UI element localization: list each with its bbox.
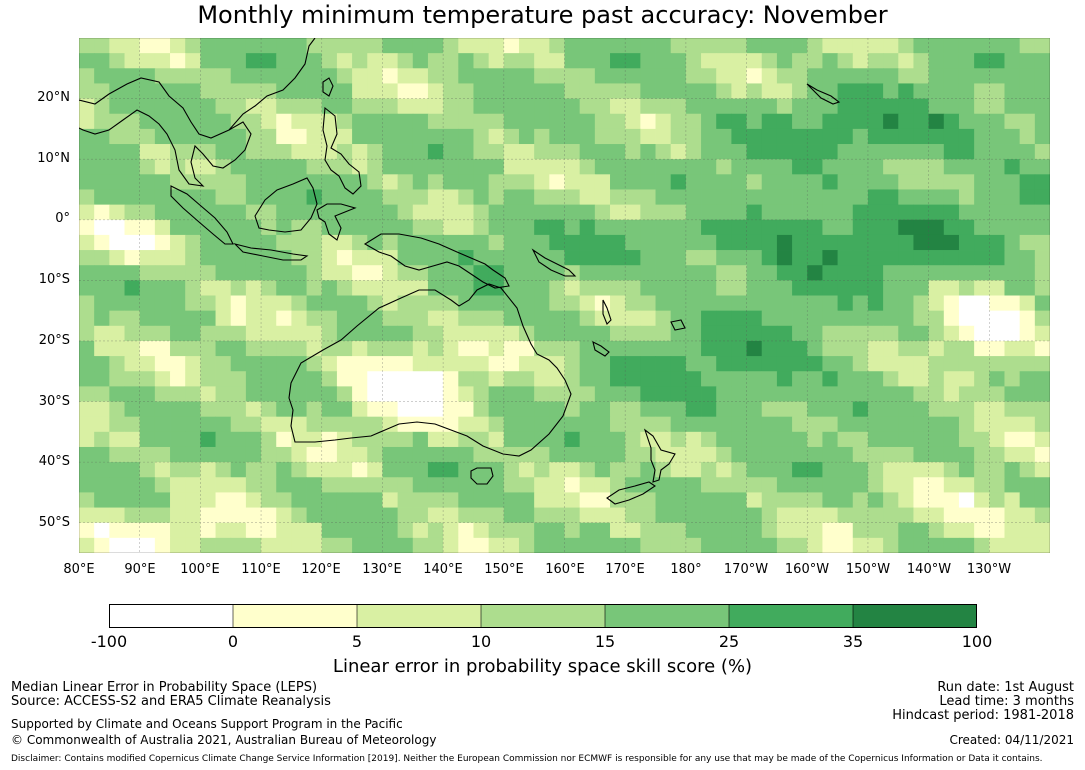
- colorbar: [109, 604, 977, 628]
- lat-tick-label: 10°N: [37, 151, 70, 166]
- lon-tick-label: 150°E: [484, 562, 524, 577]
- lon-tick-label: 130°E: [362, 562, 402, 577]
- mainland-southeast-asia-coastline: [79, 77, 252, 187]
- lat-tick-label: 50°S: [38, 515, 70, 530]
- lon-tick-label: 180°: [670, 562, 702, 577]
- lon-tick-label: 110°E: [241, 562, 281, 577]
- colorbar-bin: [109, 604, 234, 628]
- colorbar-bin: [852, 604, 977, 628]
- lat-tick-label: 20°N: [37, 90, 70, 105]
- sulawesi-coastline: [316, 203, 357, 241]
- lat-tick-label: 30°S: [38, 394, 70, 409]
- chart-title: Monthly minimum temperature past accurac…: [197, 1, 888, 29]
- colorbar-tick-label: 100: [961, 632, 993, 651]
- copyright-text: © Commonwealth of Australia 2021, Austra…: [11, 733, 437, 747]
- lon-tick-label: 170°W: [723, 562, 769, 577]
- lat-tick-label: 10°S: [38, 272, 70, 287]
- colorbar-tick-label: 25: [718, 632, 740, 651]
- solomon-islands-coastline: [531, 248, 577, 277]
- colorbar-bin: [604, 604, 730, 628]
- lon-tick-label: 140°W: [906, 562, 952, 577]
- borneo-coastline: [254, 177, 318, 233]
- skill-score-map: [79, 38, 1050, 553]
- lon-tick-label: 120°E: [301, 562, 341, 577]
- lon-tick-label: 170°E: [605, 562, 645, 577]
- china-coastline: [228, 38, 316, 131]
- colorbar-bin: [356, 604, 482, 628]
- new-guinea-coastline: [363, 233, 510, 289]
- lon-tick-label: 140°E: [423, 562, 463, 577]
- lon-tick-label: 80°E: [63, 562, 95, 577]
- lat-tick-label: 40°S: [38, 454, 70, 469]
- run-date-text: Run date: 1st August: [937, 680, 1074, 695]
- lon-tick-label: 150°W: [845, 562, 891, 577]
- colorbar-bin: [232, 604, 358, 628]
- colorbar-tick-label: 0: [227, 632, 239, 651]
- hindcast-text: Hindcast period: 1981-2018: [892, 708, 1074, 723]
- colorbar-tick-label: 15: [594, 632, 616, 651]
- colorbar-tick-label: 5: [351, 632, 363, 651]
- vanuatu-coastline: [602, 299, 612, 325]
- philippines-coastline: [322, 106, 362, 195]
- lat-tick-label: 20°S: [38, 333, 70, 348]
- created-text: Created: 04/11/2021: [949, 733, 1074, 747]
- new-caledonia-coastline: [592, 340, 610, 357]
- support-text: Supported by Climate and Oceans Support …: [11, 717, 403, 731]
- skill-score-grid: [79, 38, 1050, 553]
- colorbar-bin: [728, 604, 854, 628]
- lon-tick-label: 100°E: [180, 562, 220, 577]
- metric-text: Median Linear Error in Probability Space…: [11, 680, 318, 695]
- lat-tick-label: 0°: [55, 211, 70, 226]
- tasmania-coastline: [470, 467, 494, 485]
- australia-coastline: [288, 283, 572, 457]
- coastlines: [79, 38, 841, 505]
- taiwan-coastline: [322, 77, 334, 97]
- lon-tick-label: 130°W: [966, 562, 1012, 577]
- colorbar-tick-label: -100: [90, 632, 128, 651]
- new-zealand-south-coastline: [606, 481, 656, 505]
- lon-tick-label: 160°E: [545, 562, 585, 577]
- colorbar-label: Linear error in probability space skill …: [332, 656, 753, 677]
- disclaimer-text: Disclaimer: Contains modified Copernicus…: [11, 754, 1043, 764]
- java-coastline: [233, 242, 309, 261]
- graticule: [79, 38, 1050, 553]
- fiji-coastline: [670, 319, 686, 331]
- lead-time-text: Lead time: 3 months: [939, 694, 1074, 709]
- lon-tick-label: 160°W: [784, 562, 830, 577]
- colorbar-bin: [480, 604, 606, 628]
- new-zealand-north-coastline: [643, 428, 676, 483]
- colorbar-tick-label: 35: [842, 632, 864, 651]
- source-text: Source: ACCESS-S2 and ERA5 Climate Reana…: [11, 694, 331, 709]
- colorbar-tick-label: 10: [470, 632, 492, 651]
- sumatra-coastline: [170, 185, 234, 245]
- lon-tick-label: 90°E: [124, 562, 156, 577]
- hawaii-coastline: [806, 83, 841, 105]
